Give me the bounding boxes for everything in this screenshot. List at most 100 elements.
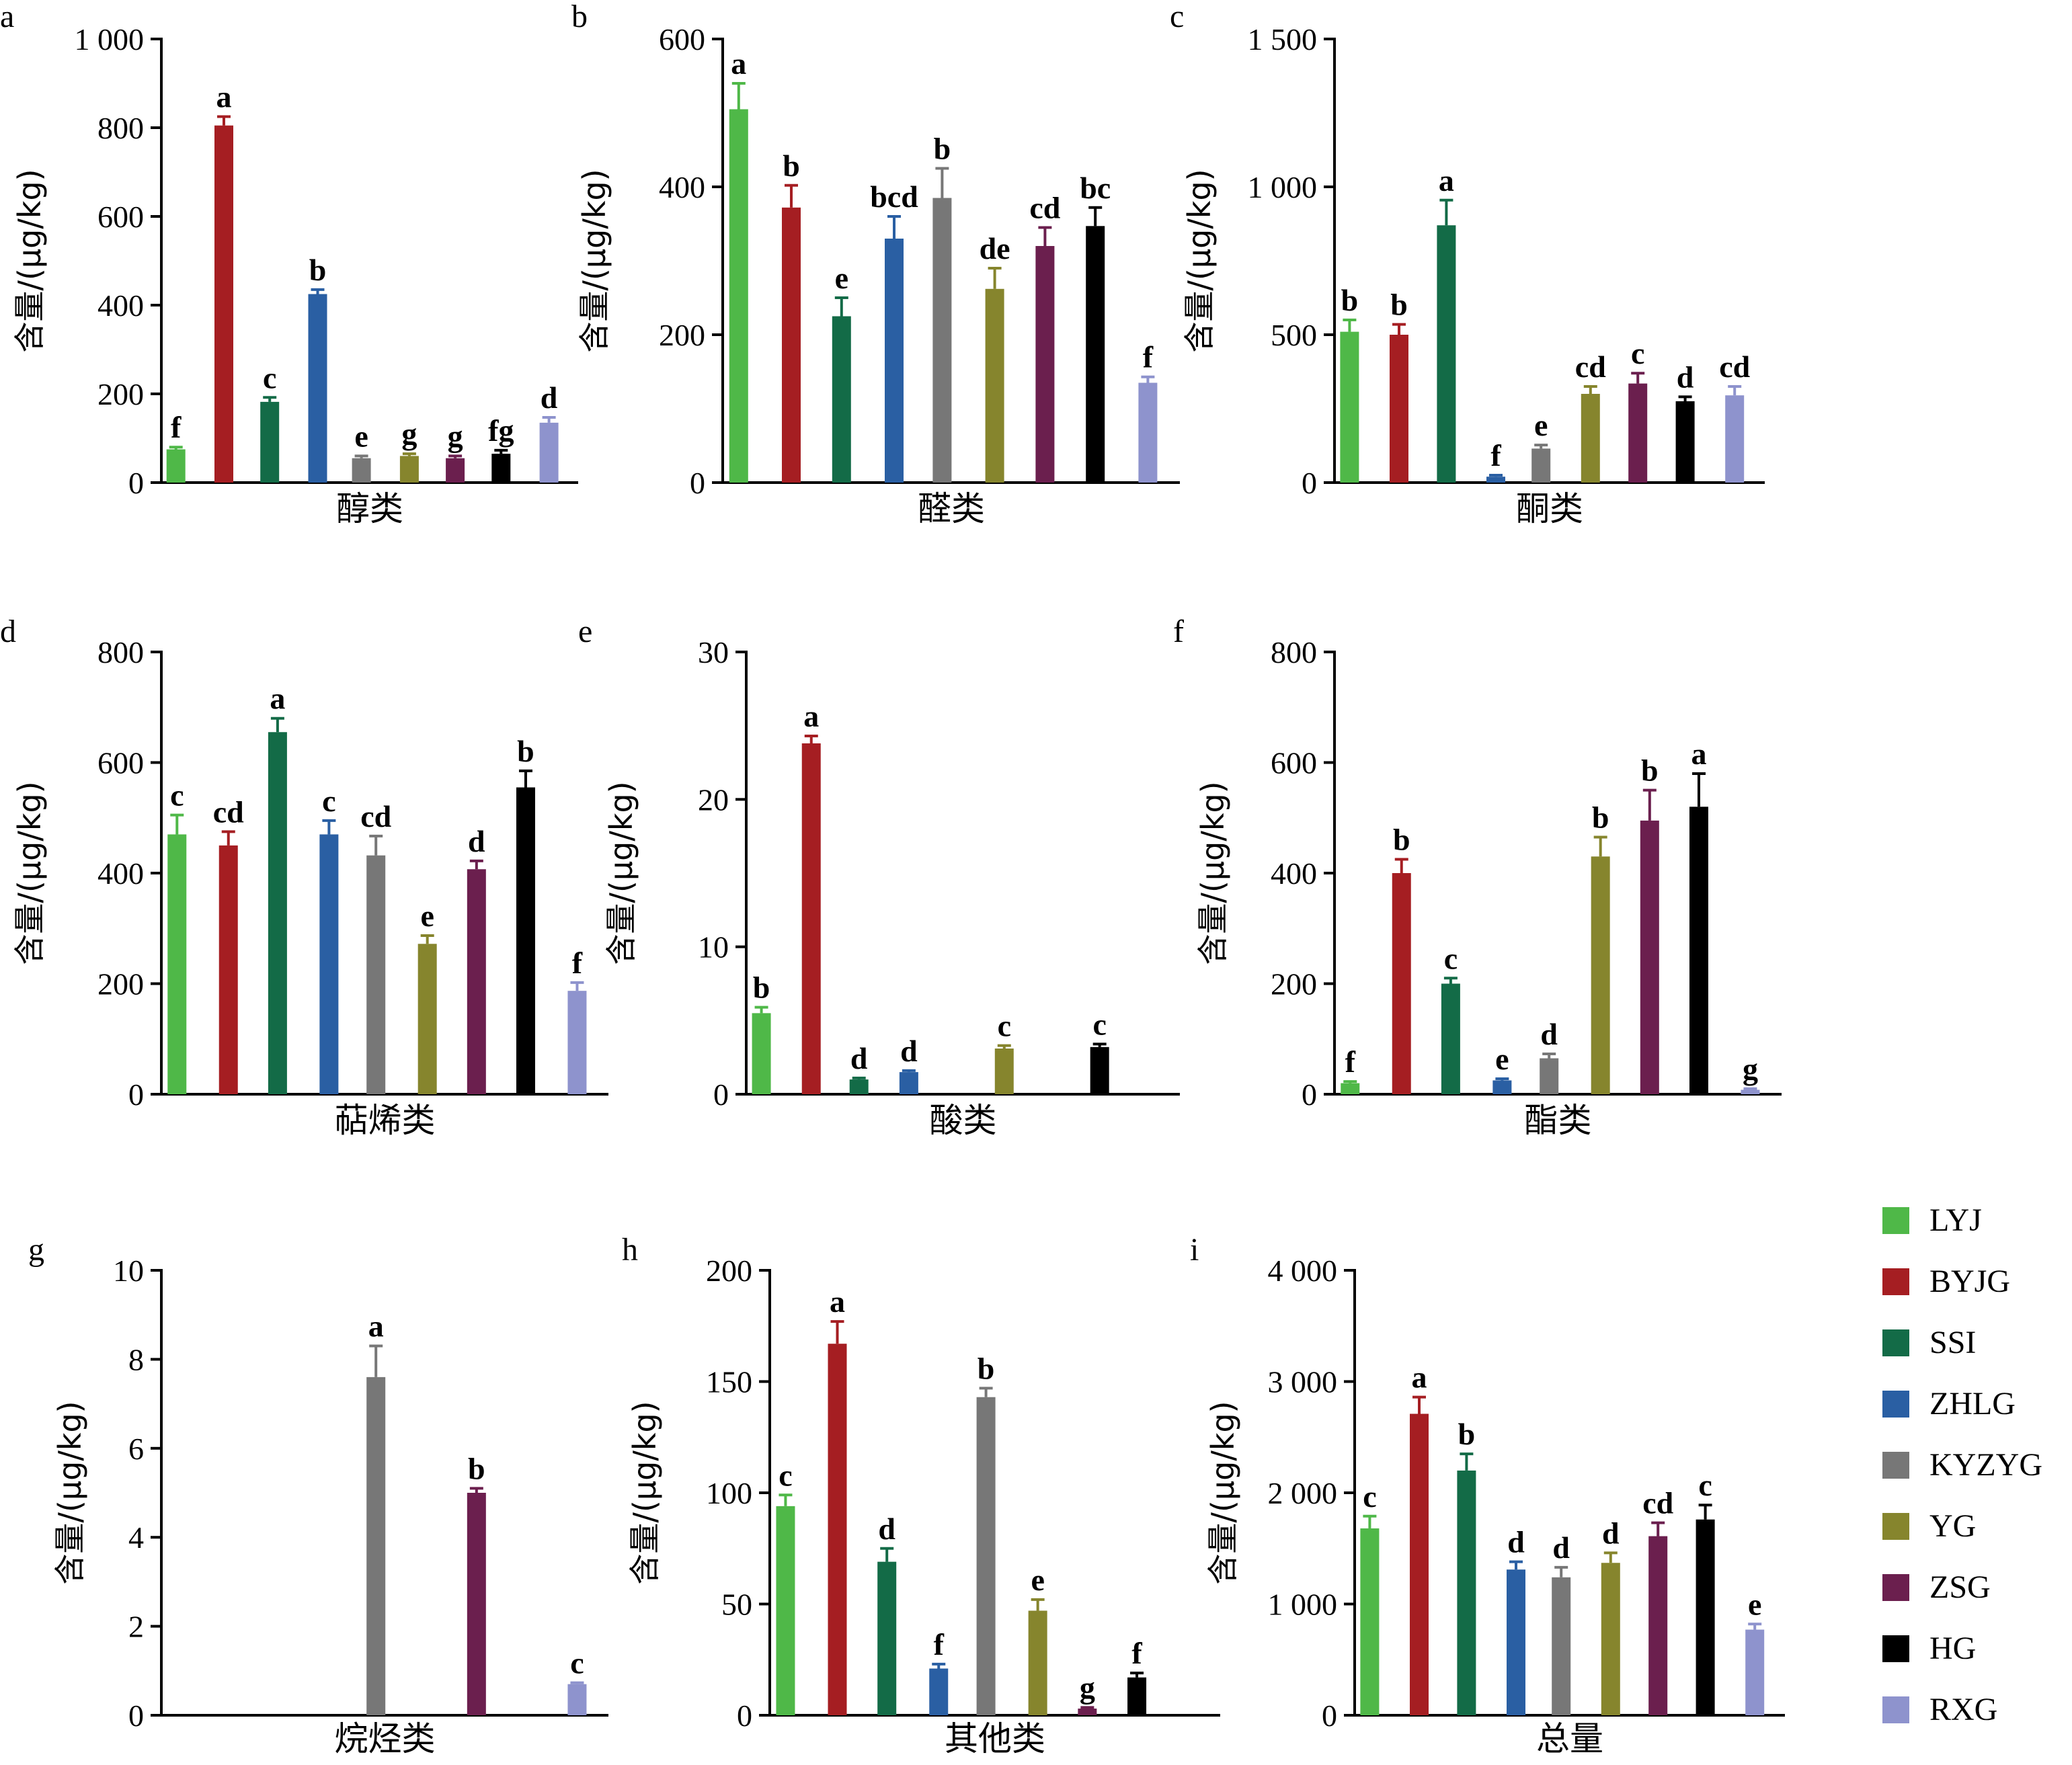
y-tick-label: 1 500 [1248,22,1318,56]
legend-label: LYJ [1929,1202,1982,1238]
significance-letter: c [1631,336,1644,370]
y-tick-label: 200 [659,318,705,352]
x-axis-title: 烷烃类 [335,1719,436,1758]
significance-letter: b [978,1351,995,1385]
bar-zsg [467,869,486,1094]
significance-letter: b [934,132,951,166]
y-axis-title: 含量/(μg/kg) [52,1401,88,1584]
bar-byjg [782,207,801,483]
bar-hg [516,787,535,1094]
significance-letter: d [850,1041,868,1075]
legend-label: SSI [1929,1325,1977,1360]
y-tick-label: 0 [690,466,705,500]
bar-ssi [877,1561,897,1715]
significance-letter: f [572,946,583,980]
bar-yg [1591,856,1610,1094]
panel-letter: c [1170,0,1184,34]
significance-letter: e [354,419,368,453]
bar-zsg [1640,820,1659,1094]
bar-zhlg [1486,477,1505,483]
y-tick-label: 600 [1271,746,1317,780]
legend-label: YG [1929,1508,1977,1544]
y-tick-label: 600 [97,746,144,780]
bar-zhlg [885,239,904,483]
bar-zhlg [319,834,339,1094]
significance-letter: c [998,1009,1011,1043]
significance-letter: f [1131,1636,1142,1670]
legend-swatch [1882,1635,1909,1662]
bar-kyzyg [1531,448,1551,483]
bar-byjg [828,1344,847,1715]
y-tick-label: 30 [698,635,729,669]
significance-letter: e [1748,1587,1761,1621]
panel-letter: b [571,0,588,34]
bar-kyzyg [1552,1577,1571,1715]
significance-letter: b [1393,822,1410,856]
bar-yg [399,456,419,483]
bar-hg [491,454,511,483]
y-tick-label: 600 [97,200,144,234]
significance-letter: c [570,1646,584,1680]
significance-letter: c [263,360,276,395]
x-axis-title: 酸类 [930,1101,997,1140]
y-tick-label: 600 [659,22,705,56]
y-tick-label: 200 [1271,967,1317,1001]
y-tick-label: 200 [97,377,144,411]
y-tick-label: 0 [128,1698,144,1733]
bar-lyj [166,449,186,483]
y-tick-label: 2 000 [1268,1476,1338,1510]
bar-lyj [752,1013,771,1094]
panel-g: g 0 2 4 6 8 10 含量/(μg/kg) 烷烃类 a b c [28,1232,608,1758]
panel-letter: g [28,1232,44,1268]
bar-rxg [1741,1090,1760,1094]
significance-letter: bc [1080,171,1111,205]
y-tick-label: 400 [1271,856,1317,891]
bar-yg [417,944,437,1094]
x-axis-title: 醇类 [336,489,403,528]
legend-label: RXG [1929,1692,1998,1727]
legend-item: ZSG [1882,1557,2072,1618]
bar-kyzyg [932,198,952,483]
significance-letter: cd [360,799,391,833]
significance-letter: e [420,899,434,933]
bar-hg [1689,807,1708,1094]
bar-rxg [567,1684,587,1715]
legend-item: HG [1882,1618,2072,1679]
significance-letter: b [1458,1417,1476,1451]
bar-ssi [260,401,280,483]
significance-letter: a [830,1284,845,1319]
y-axis-title: 含量/(μg/kg) [603,781,639,964]
bar-zsg [446,458,465,483]
legend-item: KYZYG [1882,1434,2072,1495]
bar-zsg [1035,246,1055,483]
y-tick-label: 0 [713,1077,729,1112]
bar-yg [985,288,1004,483]
bar-zsg [1628,383,1648,483]
y-tick-label: 0 [128,1077,144,1112]
y-axis-title: 含量/(μg/kg) [576,169,612,352]
legend-swatch [1882,1206,1909,1234]
bar-rxg [1745,1629,1765,1715]
y-tick-label: 20 [698,782,729,817]
significance-letter: a [731,46,746,81]
bar-hg [1090,1046,1109,1094]
y-tick-label: 100 [706,1476,752,1510]
y-tick-label: 800 [1271,635,1317,669]
bar-lyj [776,1506,795,1715]
significance-letter: d [878,1512,895,1546]
significance-letter: d [1507,1525,1525,1559]
y-tick-label: 500 [1271,318,1317,352]
y-tick-label: 0 [1302,466,1317,500]
significance-letter: f [1490,438,1501,473]
significance-letter: d [1552,1530,1570,1565]
y-tick-label: 800 [97,635,144,669]
legend-label: HG [1929,1631,1977,1666]
significance-letter: d [468,824,485,858]
y-tick-label: 0 [128,466,144,500]
bar-ssi [1441,983,1460,1094]
legend-item: BYJG [1882,1251,2072,1312]
